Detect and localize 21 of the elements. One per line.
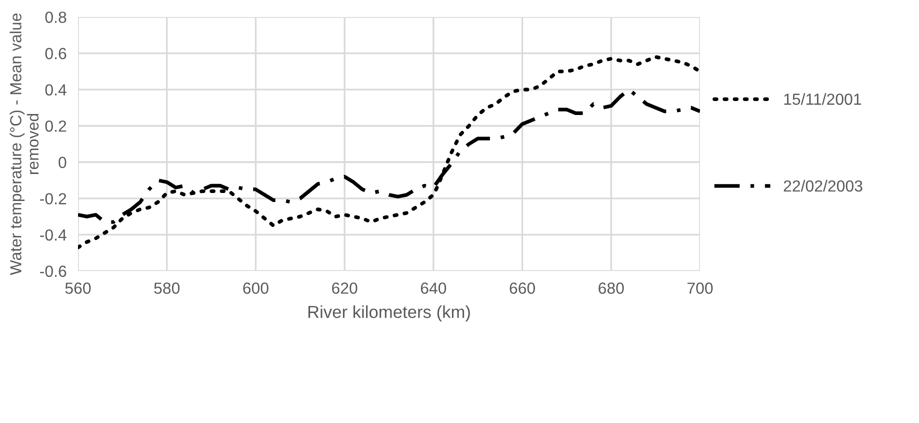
y-tick-label: 0.6 bbox=[45, 48, 66, 60]
x-tick-label: 700 bbox=[687, 282, 713, 294]
x-tick-label: 660 bbox=[510, 282, 535, 294]
x-tick-label: 620 bbox=[332, 282, 358, 294]
y-tick-label: -0.2 bbox=[40, 193, 66, 204]
x-tick-label: 680 bbox=[598, 282, 624, 294]
y-tick-label: 0 bbox=[58, 156, 66, 168]
y-tick-label: 0.4 bbox=[45, 84, 66, 96]
x-tick-label: 580 bbox=[154, 282, 180, 294]
y-tick-label: 0.2 bbox=[45, 120, 66, 132]
x-tick-label: 560 bbox=[65, 282, 91, 294]
x-axis-title: River kilometers (km) bbox=[308, 305, 470, 322]
line-series bbox=[78, 55, 700, 250]
y-tick-label: -0.6 bbox=[40, 266, 66, 277]
x-tick-label: 640 bbox=[420, 282, 446, 294]
y-axis-title: Water temperature (°C) - Mean value removed bbox=[10, 14, 39, 276]
legend-label: 15/11/2001 bbox=[784, 93, 862, 105]
y-tick-label: 0.8 bbox=[45, 12, 66, 23]
y-tick-label: -0.4 bbox=[40, 229, 66, 241]
x-tick-label: 600 bbox=[243, 282, 268, 294]
legend-label: 22/02/2003 bbox=[784, 180, 862, 192]
